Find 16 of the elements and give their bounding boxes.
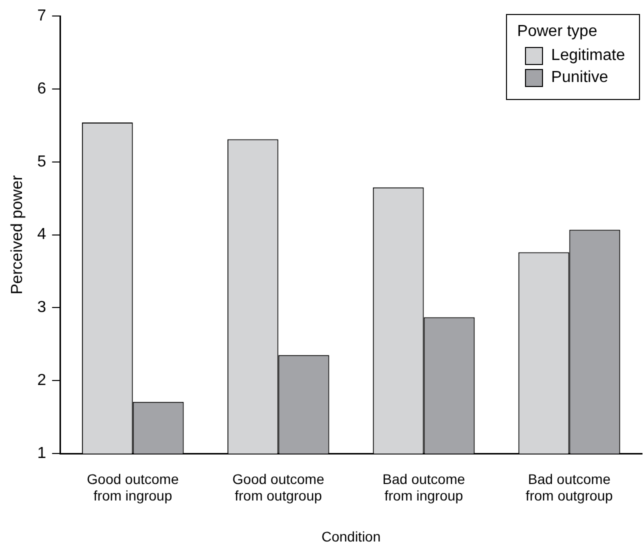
y-tick-label: 5 — [37, 153, 46, 170]
x-tick-label: Bad outcome from outgroup — [526, 470, 614, 504]
x-tick-label: Bad outcome from ingroup — [382, 470, 466, 504]
y-axis-title: Perceived power — [9, 174, 26, 294]
x-axis-title: Condition — [321, 528, 381, 544]
x-tick-label: Good outcome from ingroup — [86, 470, 179, 504]
legend-title: Power type — [517, 23, 598, 41]
y-tick-label: 1 — [37, 445, 46, 462]
y-tick-label: 2 — [37, 372, 46, 390]
y-tick-label: 7 — [37, 7, 46, 24]
x-tick-label: Good outcome from outgroup — [232, 470, 324, 504]
y-tick-label: 6 — [37, 80, 46, 98]
y-tick-label: 3 — [37, 299, 46, 316]
y-tick-label: 4 — [37, 226, 46, 244]
legend-label: Legitimate — [551, 47, 625, 65]
legend-label: Punitive — [551, 69, 608, 87]
